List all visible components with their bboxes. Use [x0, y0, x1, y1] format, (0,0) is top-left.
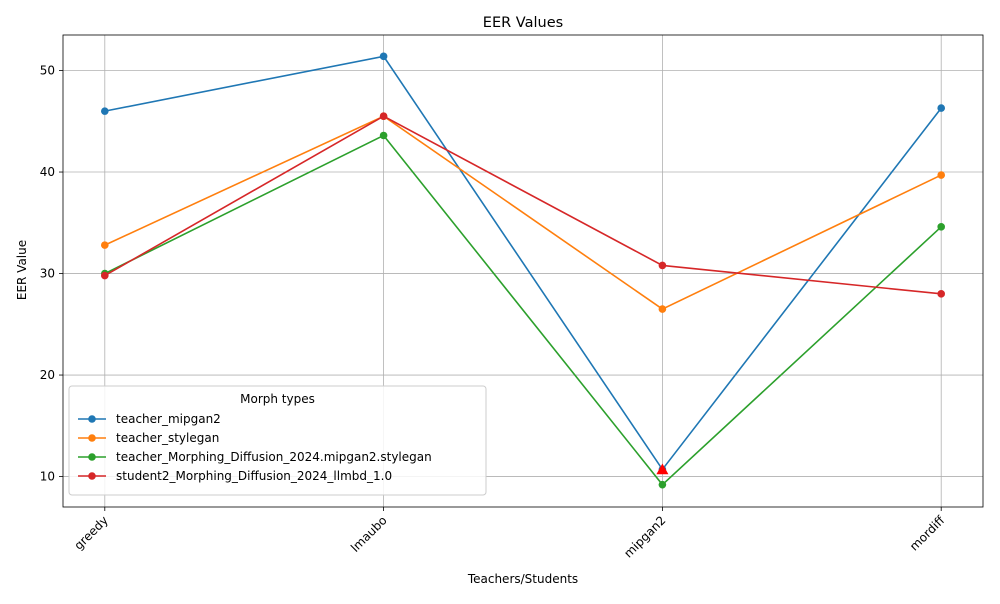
legend-box — [68, 385, 487, 496]
y-tick-label: 30 — [40, 267, 55, 281]
legend-entry: teacher_Morphing_Diffusion_2024.mipgan2.… — [116, 450, 432, 464]
data-point — [658, 305, 667, 313]
data-point — [658, 261, 667, 270]
series-line — [104, 55, 942, 471]
series-line — [104, 115, 942, 310]
chart-title: EER Values — [483, 15, 563, 31]
legend-entry: teacher_stylegan — [116, 431, 219, 445]
y-tick-label: 50 — [40, 64, 55, 78]
x-axis-label: Teachers/Students — [467, 572, 578, 586]
legend-entry: teacher_mipgan2 — [116, 412, 221, 426]
legend-marker — [88, 453, 96, 461]
data-point — [101, 271, 109, 280]
highlight-marker — [656, 463, 669, 475]
data-point — [937, 104, 945, 112]
y-tick-label: 10 — [40, 470, 55, 484]
y-axis-label: EER Value — [15, 240, 29, 300]
x-tick-label: mipgan2 — [621, 513, 668, 560]
data-point — [937, 171, 945, 179]
y-tick-label: 40 — [40, 165, 55, 179]
x-tick-label: greedy — [71, 513, 110, 552]
data-point — [937, 290, 945, 298]
legend-marker — [88, 434, 96, 442]
series-line — [104, 115, 942, 295]
data-point — [379, 131, 388, 140]
legend: Morph types teacher_mipgan2 teacher_styleg… — [68, 385, 487, 496]
legend-title: Morph types — [240, 392, 315, 406]
legend-marker — [88, 415, 96, 423]
x-tick-label: mordiff — [907, 513, 948, 554]
x-tick-label: lmaubo — [348, 513, 390, 555]
plot-frame — [62, 34, 984, 508]
series-line — [104, 134, 942, 486]
series-layer — [101, 52, 945, 489]
y-tick-label: 20 — [40, 368, 55, 382]
legend-entry: student2_Morphing_Diffusion_2024_llmbd_1… — [116, 469, 392, 483]
data-point — [379, 52, 388, 61]
data-point — [658, 480, 667, 489]
legend-marker — [88, 472, 96, 480]
data-point — [937, 223, 945, 231]
data-point — [101, 241, 109, 249]
data-point — [379, 112, 388, 121]
data-point — [101, 107, 109, 115]
